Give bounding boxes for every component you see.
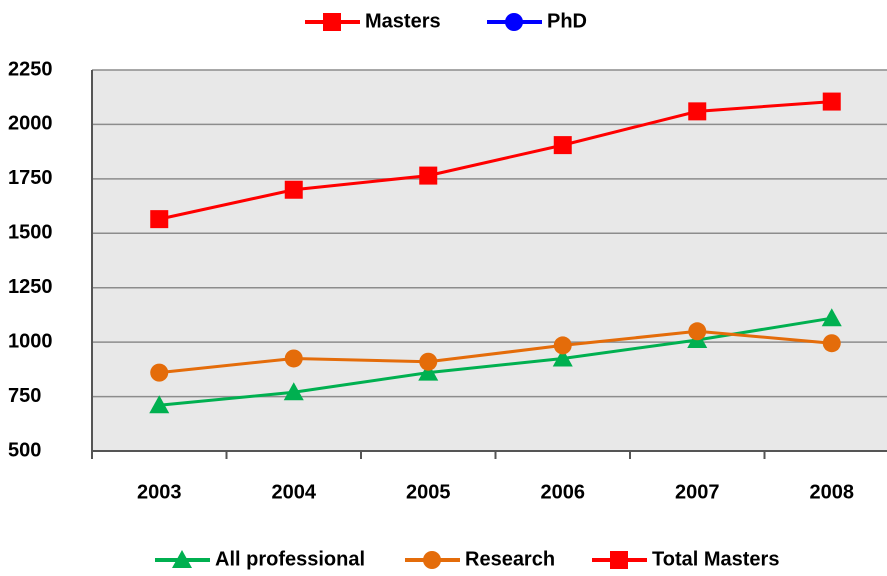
y-tick-label: 750 xyxy=(8,385,41,407)
x-tick-label: 2003 xyxy=(137,481,182,503)
y-tick-label: 1000 xyxy=(8,330,53,352)
marker xyxy=(283,382,304,401)
marker xyxy=(419,166,438,185)
legend-marker xyxy=(423,551,441,569)
legend-label: Total Masters xyxy=(652,548,779,570)
marker xyxy=(553,336,572,355)
marker xyxy=(553,136,572,155)
marker xyxy=(150,363,169,382)
legend-label: Research xyxy=(465,548,555,570)
marker xyxy=(688,102,707,121)
marker xyxy=(150,210,169,229)
legend-label: Masters xyxy=(365,10,441,32)
series-line xyxy=(158,100,832,221)
legend-marker xyxy=(172,550,192,568)
legend-label: PhD xyxy=(547,10,587,32)
marker xyxy=(284,180,303,199)
y-tick-label: 1750 xyxy=(8,167,53,189)
y-tick-label: 1500 xyxy=(8,222,53,244)
series-line xyxy=(159,329,832,375)
x-tick-label: 2005 xyxy=(406,481,451,503)
x-tick-label: 2006 xyxy=(541,481,586,503)
legend-label: All professional xyxy=(215,548,365,570)
legend-marker xyxy=(610,551,628,569)
marker xyxy=(419,352,438,371)
y-tick-label: 2000 xyxy=(8,113,53,135)
marker xyxy=(688,322,707,341)
y-tick-label: 1250 xyxy=(8,276,53,298)
legend-marker xyxy=(505,13,523,31)
marker xyxy=(552,348,573,367)
plot-area xyxy=(92,70,887,451)
x-tick-label: 2004 xyxy=(272,481,317,503)
series-line xyxy=(159,316,832,407)
marker xyxy=(822,92,841,111)
y-tick-label: 2250 xyxy=(8,58,53,80)
marker xyxy=(418,362,439,381)
legend-marker xyxy=(323,13,341,31)
y-tick-label: 500 xyxy=(8,439,41,461)
x-tick-label: 2007 xyxy=(675,481,720,503)
marker xyxy=(149,395,170,414)
x-tick-label: 2008 xyxy=(810,481,855,503)
marker xyxy=(821,308,842,327)
marker xyxy=(822,334,841,353)
marker xyxy=(284,349,303,368)
